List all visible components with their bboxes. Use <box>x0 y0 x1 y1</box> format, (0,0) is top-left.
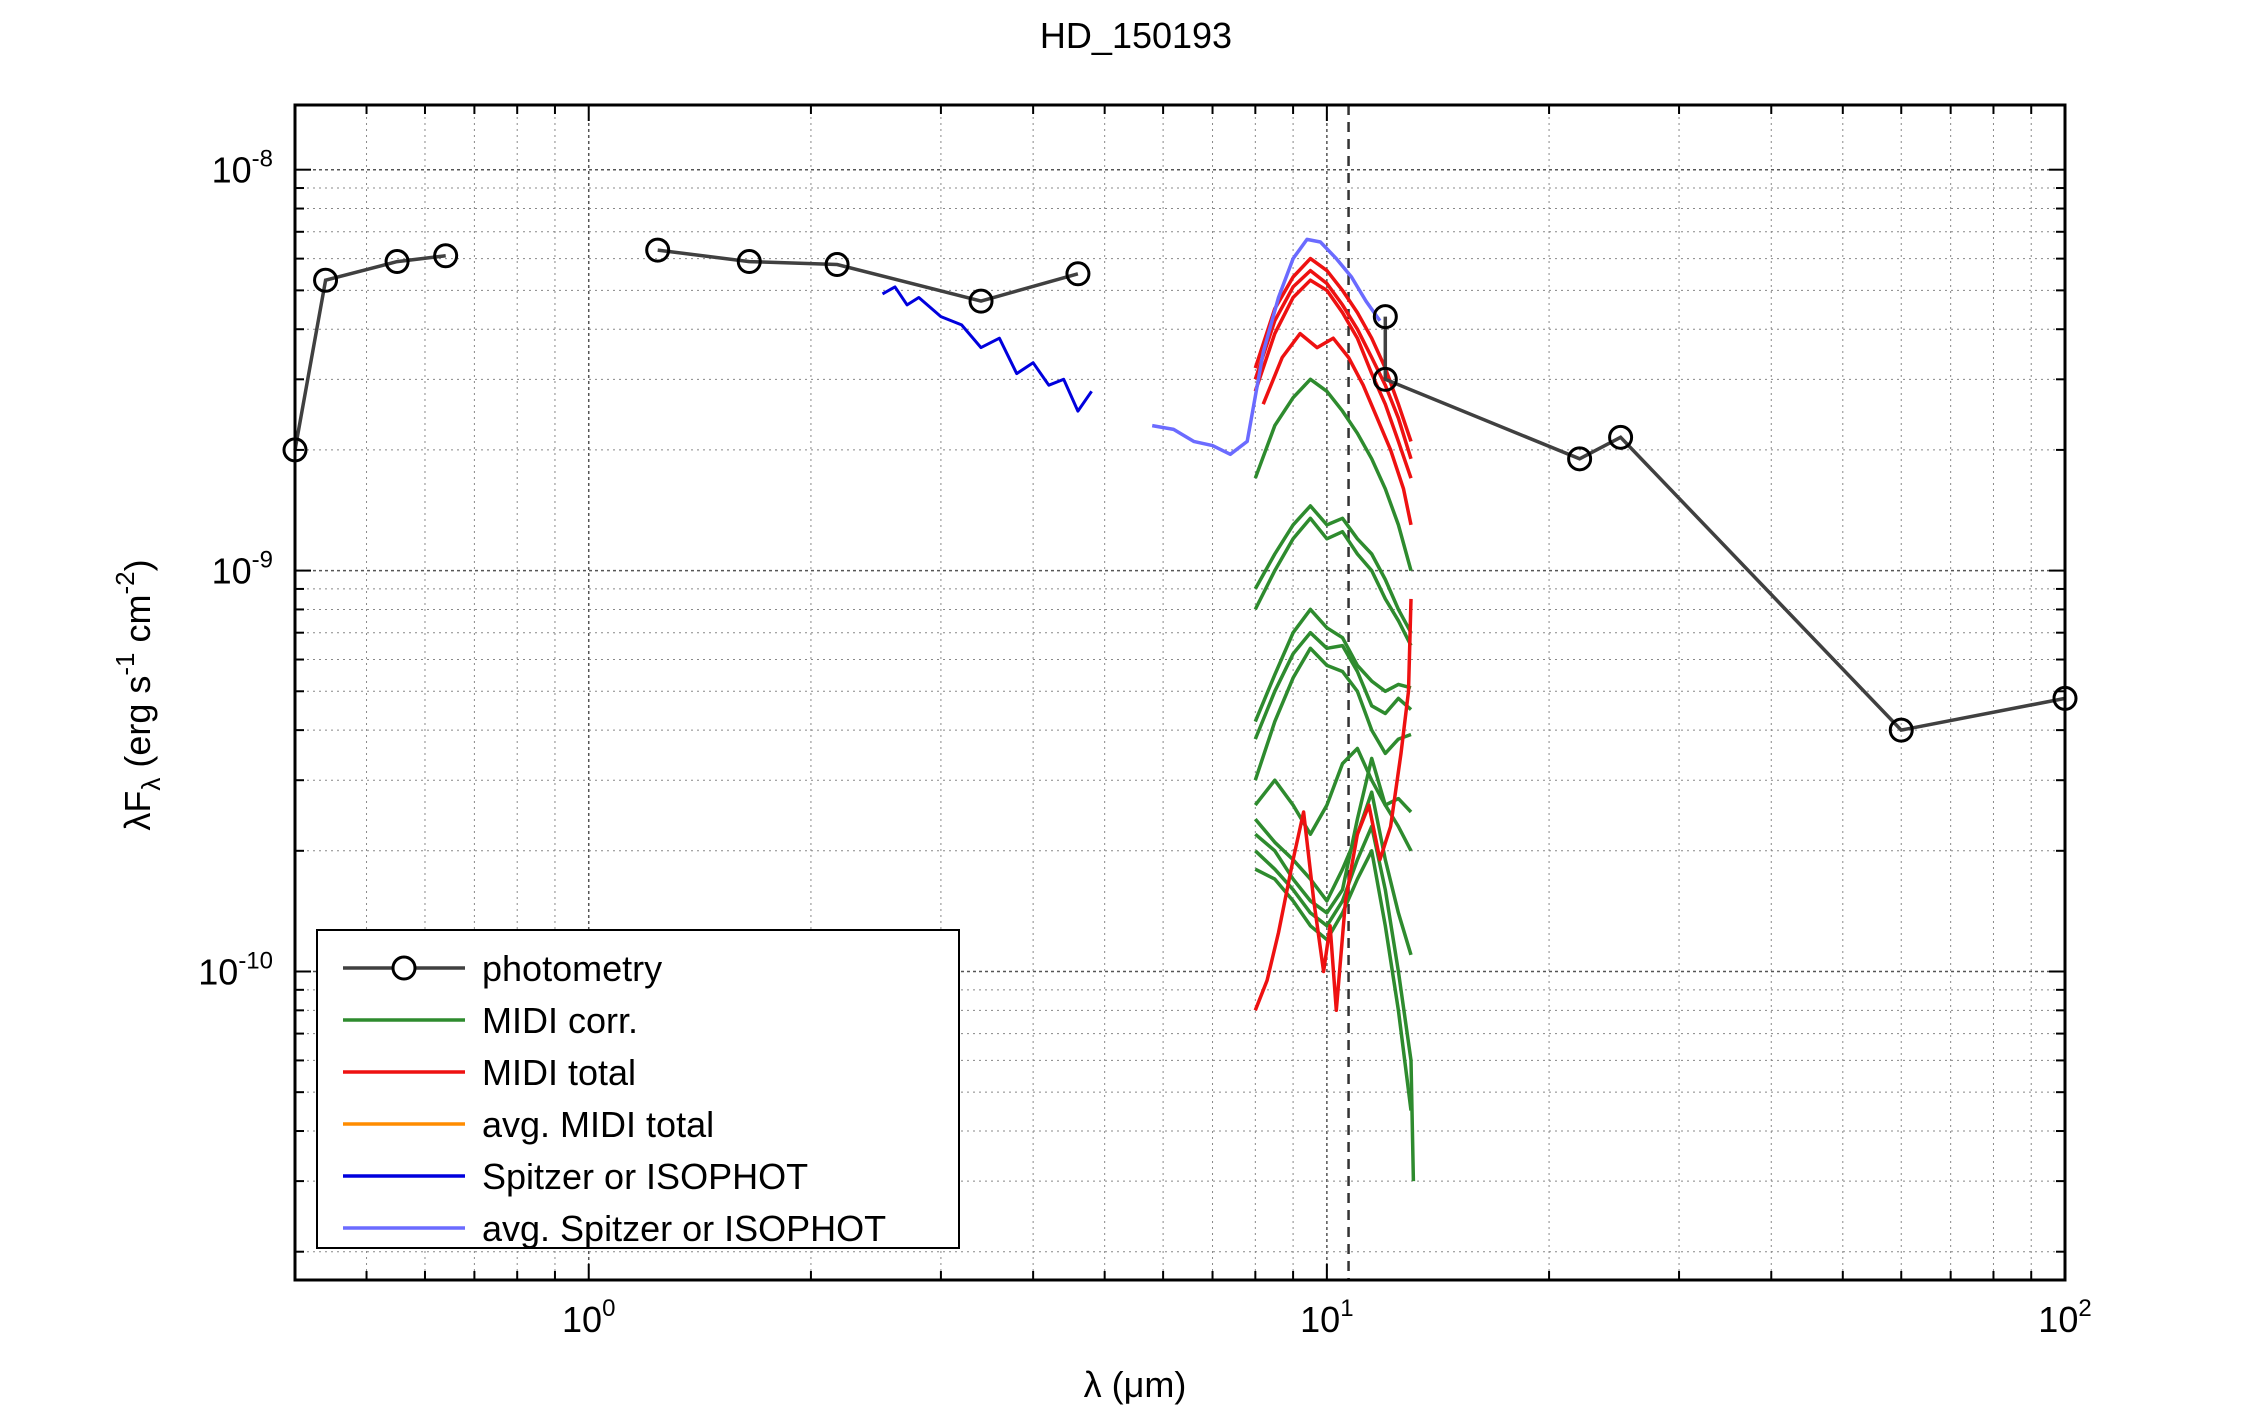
y-tick-label: 10-8 <box>212 146 273 191</box>
midi-corr-line <box>1253 516 1413 647</box>
photometry-point <box>433 243 459 269</box>
x-tick-label: 100 <box>562 1295 615 1340</box>
legend-label: MIDI total <box>482 1052 636 1093</box>
legend: photometry MIDI corr. MIDI total avg. MIDI … <box>316 929 960 1249</box>
photometry-point <box>1608 424 1634 450</box>
midi-corr-line <box>1253 607 1412 723</box>
x-axis-title: λ (μm) <box>1084 1364 1187 1405</box>
midi-corr-line <box>1253 630 1413 740</box>
legend-label: MIDI corr. <box>482 1000 638 1041</box>
midi-corr-line <box>1253 790 1413 956</box>
midi-corr-line <box>1253 504 1413 634</box>
photometry-point <box>1888 717 1914 743</box>
legend-label: Spitzer or ISOPHOT <box>482 1156 808 1197</box>
photometry-point <box>736 249 762 275</box>
photometry-point <box>1372 366 1398 392</box>
photometry-point <box>1065 261 1091 287</box>
midi-corr-line <box>1254 756 1413 915</box>
avg-spitzer-line <box>1151 237 1382 457</box>
legend-label: photometry <box>482 948 662 989</box>
y-axis-title: λFλ (erg s-1 cm-2) <box>110 559 166 830</box>
legend-label: avg. Spitzer or ISOPHOT <box>482 1208 886 1249</box>
photometry-line <box>1383 316 2066 732</box>
midi-corr-line <box>1253 377 1413 572</box>
midi-corr-line <box>1253 646 1412 781</box>
midi-total-line <box>1253 598 1413 1013</box>
legend-marker <box>391 955 417 981</box>
photometry-point <box>313 267 339 293</box>
legend-label: avg. MIDI total <box>482 1104 714 1145</box>
plot-frame <box>293 103 2067 1282</box>
y-tick-label: 10-9 <box>212 547 273 592</box>
photometry-point <box>1372 304 1398 330</box>
photometry-point <box>645 237 671 263</box>
photometry-line <box>657 248 1079 303</box>
chart-title: HD_150193 <box>1040 15 1232 56</box>
spitzer-line <box>881 285 1093 413</box>
photometry-point <box>824 252 850 278</box>
midi-total-line <box>1253 278 1413 479</box>
midi-total-line <box>1261 331 1413 526</box>
midi-total-line <box>1253 268 1413 460</box>
photometry-point <box>968 288 994 314</box>
photometry-point <box>1567 446 1593 472</box>
midi-corr-line <box>1253 746 1413 836</box>
y-tick-label: 10-10 <box>198 947 273 992</box>
x-tick-label: 101 <box>1300 1295 1353 1340</box>
photometry-point <box>384 249 410 275</box>
x-tick-label: 102 <box>2038 1295 2091 1340</box>
axis-ticks: 100 101 102 10-10 10-9 10-8 <box>198 105 2092 1340</box>
photometry-line <box>293 254 446 451</box>
legend-box <box>316 929 960 1249</box>
